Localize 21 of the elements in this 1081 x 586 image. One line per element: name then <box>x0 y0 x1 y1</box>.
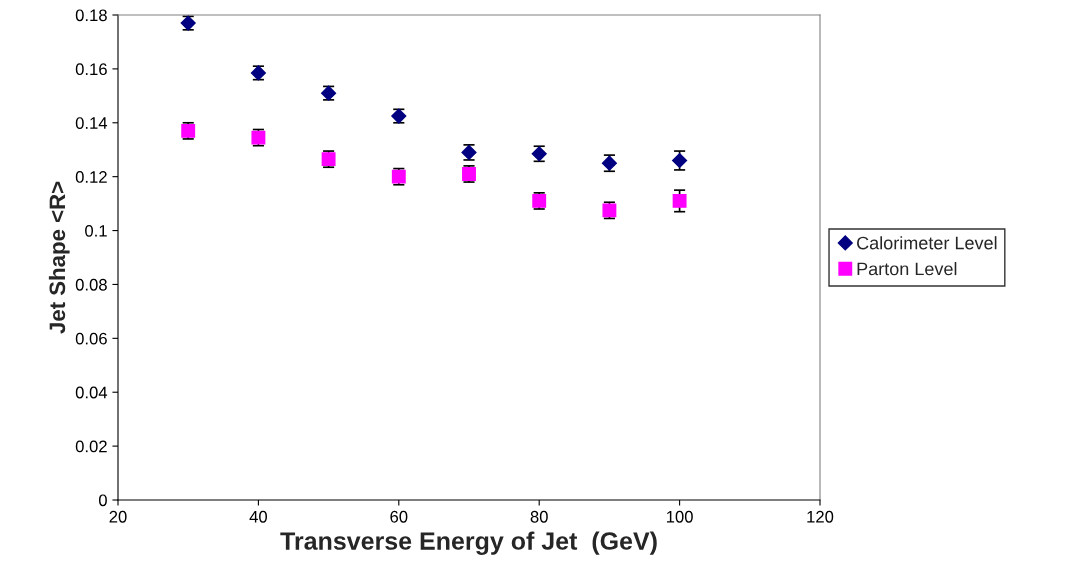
x-axis-title: Transverse Energy of Jet (GeV) <box>280 531 657 555</box>
y-tick-label: 0 <box>98 494 107 507</box>
y-tick-label: 0.16 <box>75 63 107 76</box>
y-tick-label: 0.18 <box>75 9 107 22</box>
point <box>672 193 687 208</box>
y-tick-label: 0.14 <box>75 117 108 129</box>
x-tick-label: 40 <box>249 510 268 523</box>
y-axis-title: Jet Shape <R> <box>48 181 70 334</box>
y-tick-label: 0.02 <box>75 440 107 453</box>
y-tick-label: 0.12 <box>75 171 107 183</box>
x-tick-label: 100 <box>666 510 693 523</box>
legend-label: Calorimeter Level <box>857 236 997 250</box>
y-tick-label: 0.08 <box>75 278 107 291</box>
x-tick-label: 20 <box>109 510 127 523</box>
x-tick-label: 120 <box>807 510 834 523</box>
y-tick-label: 0.06 <box>75 332 107 345</box>
legend-label: Parton Level <box>857 262 957 276</box>
x-tick-label: 60 <box>390 510 408 523</box>
y-tick-label: 0.04 <box>75 386 108 399</box>
x-tick-label: 80 <box>530 510 548 523</box>
y-tick-label: 0.1 <box>85 224 107 237</box>
